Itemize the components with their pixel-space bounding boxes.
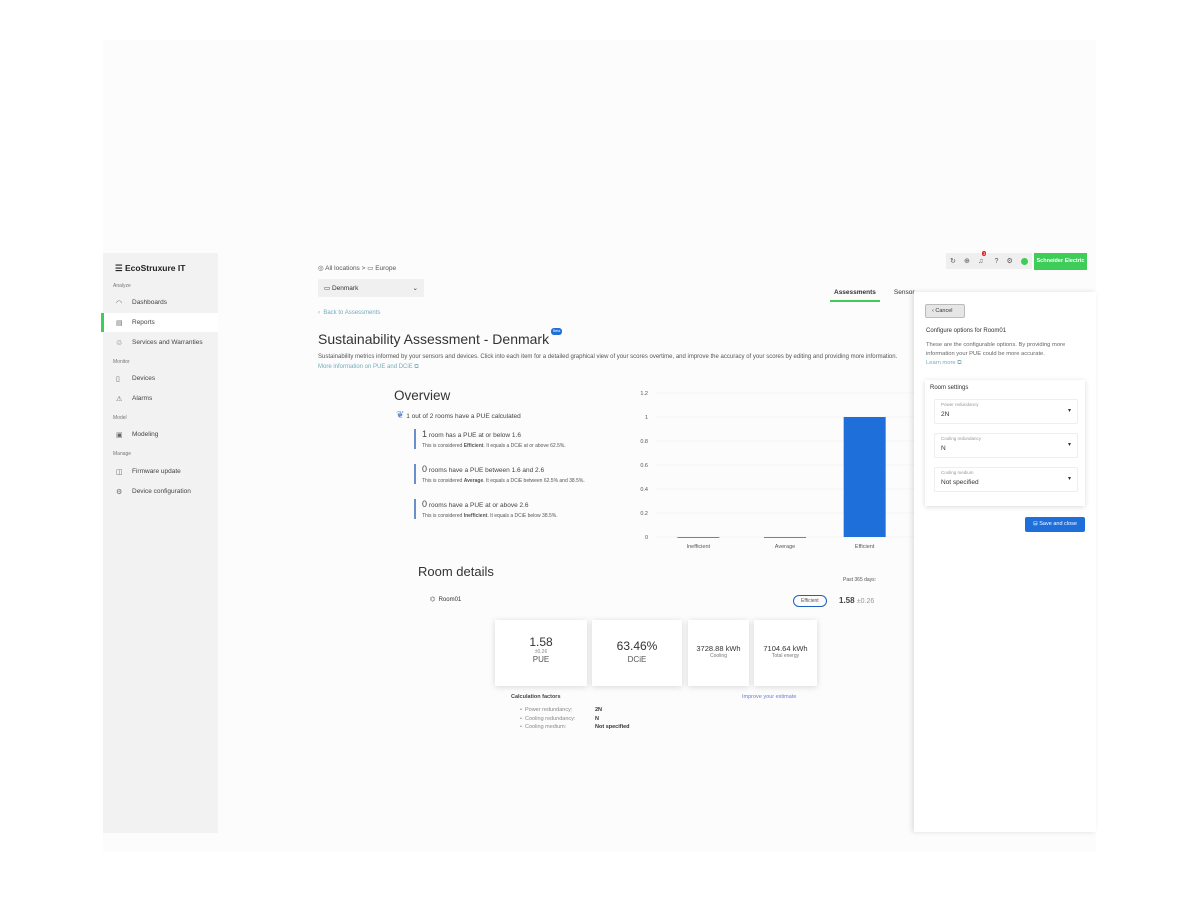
period-label: Past 365 days:	[843, 577, 877, 583]
stat-efficient: 1 room has a PUE at or below 1.6 This is …	[414, 429, 634, 449]
factors-title: Calculation factors	[511, 694, 561, 700]
cooling-card[interactable]: 3728.88 kWh Cooling	[688, 620, 749, 686]
leaf-icon: ❦	[396, 410, 405, 421]
stat-average: 0 rooms have a PUE between 1.6 and 2.6 Th…	[414, 464, 634, 484]
brand-logo: Schneider Electric	[1034, 253, 1087, 270]
help-icon[interactable]: ?	[994, 257, 999, 265]
total-energy-card[interactable]: 7104.64 kWh Total energy	[754, 620, 817, 686]
y-tick-label: 0.8	[640, 439, 648, 445]
sidebar-item-device-config[interactable]: ⚙ Device configuration	[116, 488, 191, 496]
status-dot-icon	[1020, 257, 1028, 265]
pue-summary: 1.58 ±0.26	[839, 596, 875, 605]
panel-title: Configure options for Room01	[926, 328, 1007, 334]
page-title: Sustainability Assessment - Denmark	[318, 331, 550, 347]
room-details-title: Room details	[418, 564, 494, 579]
config-icon: ⚙	[116, 488, 123, 496]
y-tick-label: 1	[645, 415, 648, 421]
info-link[interactable]: More information on PUE and DCiE	[318, 364, 413, 370]
upload-icon[interactable]: ⊕	[964, 258, 970, 265]
refresh-icon[interactable]: ↻	[950, 258, 956, 265]
x-tick-label: Average	[775, 544, 795, 550]
sidebar-item-reports[interactable]: ▤ Reports	[101, 313, 218, 332]
back-link[interactable]: ‹ Back to Assessments	[318, 310, 381, 316]
save-icon: ⊟	[1033, 521, 1040, 527]
notification-count: 3	[982, 250, 987, 256]
chevron-down-icon: ⌄	[412, 285, 418, 292]
dashboard-icon: ◠	[116, 299, 123, 307]
cancel-button[interactable]: ‹ Cancel	[925, 304, 965, 318]
x-tick-label: Inefficient	[687, 544, 711, 550]
logo[interactable]: ☰ EcoStruxure IT	[115, 263, 186, 273]
tab-assessments[interactable]: Assessments	[830, 289, 880, 302]
sidebar: ☰ EcoStruxure IT Analyze ◠ Dashboards ▤ Re…	[101, 253, 218, 833]
y-tick-label: 0.4	[640, 487, 648, 493]
globe-icon: ◎	[318, 265, 326, 272]
bell-icon[interactable]: ♫ 3	[978, 250, 987, 265]
tabs: Assessments Sensor	[830, 289, 929, 302]
x-tick-label: Efficient	[855, 544, 875, 550]
device-icon: ▯	[116, 375, 120, 383]
folder-icon: ▭	[367, 265, 376, 272]
sidebar-item-firmware[interactable]: ◫ Firmware update	[116, 468, 181, 476]
menu-icon[interactable]: ☰	[115, 263, 125, 273]
learn-more-link[interactable]: Learn more	[926, 360, 956, 366]
page-header: Sustainability Assessment - Denmark Beta	[318, 328, 563, 347]
cooling-redundancy-select[interactable]: Cooling redundancy N ▾	[934, 433, 1078, 458]
caret-down-icon: ▾	[1067, 442, 1071, 448]
y-tick-label: 0	[645, 535, 648, 541]
overview-title: Overview	[394, 388, 451, 403]
room-row[interactable]: ⌬ Room01	[430, 597, 462, 603]
section-label: Analyze	[113, 283, 131, 289]
caret-down-icon: ▾	[1067, 476, 1071, 482]
external-link-icon: ⧉	[414, 364, 419, 370]
pue-bar-chart: 0 0.2 0.4 0.6 0.8 1 1.2 Inefficient Average Effic…	[640, 391, 915, 550]
factors-list: • Power redundancy: 2N • Cooling redundan…	[520, 707, 630, 730]
sidebar-item-devices[interactable]: ▯ Devices	[116, 375, 156, 383]
sidebar-item-alarms[interactable]: ⚠ Alarms	[116, 395, 153, 403]
caret-down-icon: ▾	[1067, 408, 1071, 414]
services-icon: ♲	[116, 339, 123, 347]
y-tick-label: 0.6	[640, 463, 648, 469]
pue-card[interactable]: 1.58 ±0.26 PUE	[495, 620, 587, 686]
configure-panel	[914, 292, 1096, 832]
report-icon: ▤	[116, 319, 123, 327]
firmware-icon: ◫	[116, 468, 123, 476]
stat-inefficient: 0 rooms have a PUE at or above 2.6 This i…	[414, 499, 634, 519]
sidebar-item-dashboards[interactable]: ◠ Dashboards	[116, 299, 168, 307]
folder-icon: ▭	[324, 285, 332, 292]
breadcrumb: ◎ All locations > ▭ Europe	[318, 265, 397, 272]
bar-inefficient	[677, 537, 720, 538]
room-settings-title: Room settings	[930, 385, 969, 391]
location-select[interactable]: ▭ Denmark ⌄	[318, 279, 424, 297]
y-tick-label: 0.2	[640, 511, 648, 517]
breadcrumb-child[interactable]: Europe	[375, 265, 397, 272]
modeling-icon: ▣	[116, 431, 123, 439]
breadcrumb-root[interactable]: All locations	[325, 265, 360, 272]
bar-efficient	[843, 417, 886, 537]
dcie-card[interactable]: 63.46% DCiE	[592, 620, 682, 686]
page-description: Sustainability metrics informed by your …	[318, 354, 898, 370]
section-label: Monitor	[113, 359, 130, 365]
room-icon: ⌬	[430, 597, 437, 603]
toolbar: ↻ ⊕ ♫ 3? ⚙	[946, 250, 1032, 269]
overview-summary: ❦ 1 out of 2 rooms have a PUE calculated	[396, 410, 521, 421]
settings-icon[interactable]: ⚙	[1006, 258, 1013, 265]
alarm-icon: ⚠	[116, 395, 123, 403]
sidebar-item-services[interactable]: ♲ Services and Warranties	[116, 339, 203, 347]
save-and-close-button[interactable]: ⊟ Save and close	[1025, 517, 1085, 532]
power-redundancy-select[interactable]: Power redundancy 2N ▾	[934, 399, 1078, 424]
panel-description: These are the configurable options. By p…	[926, 342, 1066, 366]
cooling-medium-select[interactable]: Cooling medium Not specified ▾	[934, 467, 1078, 492]
status-badge: Efficient	[793, 595, 827, 607]
improve-estimate-link[interactable]: Improve your estimate	[742, 694, 797, 700]
section-label: Model	[113, 415, 127, 421]
section-label: Manage	[113, 451, 132, 457]
tab-sensors[interactable]: Sensor	[893, 289, 915, 296]
bar-average	[764, 537, 806, 538]
y-tick-label: 1.2	[640, 391, 648, 397]
beta-badge: Beta	[551, 328, 563, 335]
sidebar-item-modeling[interactable]: ▣ Modeling	[116, 431, 159, 439]
room-settings-card	[925, 380, 1085, 506]
